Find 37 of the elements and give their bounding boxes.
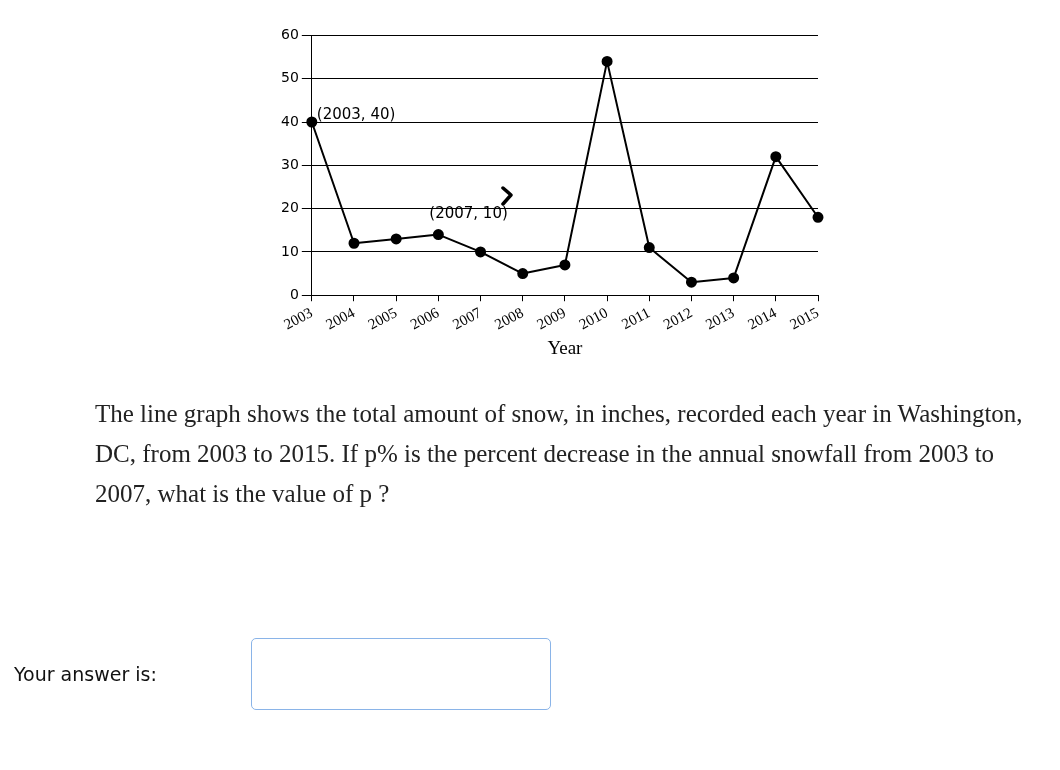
x-tick-label: 2003: [281, 304, 316, 333]
point: [432, 229, 444, 241]
x-tick-label: 2012: [660, 304, 695, 333]
point: [601, 55, 613, 67]
x-tick-label: 2009: [534, 304, 569, 333]
point: [348, 237, 360, 249]
x-tick-label: 2014: [745, 303, 780, 333]
y-tick-label: 60: [280, 26, 299, 43]
x-tick-label: 2010: [576, 304, 611, 333]
x-tick-label: 2005: [365, 304, 400, 333]
point: [390, 233, 402, 245]
point: [559, 259, 571, 271]
point: [685, 276, 697, 288]
y-tick-label: 50: [280, 69, 299, 86]
y-tick-label: 10: [280, 242, 299, 259]
annotation: (2003, 40): [316, 105, 396, 124]
point: [728, 272, 740, 284]
x-tick-label: 2006: [407, 303, 443, 333]
x-axis-title: Year: [547, 336, 584, 358]
x-tick-label: 2008: [491, 304, 526, 333]
y-tick-label: 30: [280, 155, 299, 172]
point: [306, 116, 318, 128]
x-tick-label: 2011: [619, 304, 653, 333]
point: [770, 151, 782, 163]
x-tick-label: 2013: [702, 304, 737, 333]
text: Your answer is:: [14, 663, 157, 685]
point: [475, 246, 487, 258]
point: [812, 211, 824, 223]
text: The line graph shows the total amount of snow, in inches, recorded each year in Washington, DC, from 2003 to 2015. If p% is the percent decrease in the annual snowfall from 2003 to 2007, what is the value of p ?: [95, 399, 1024, 509]
y-tick-label: 40: [280, 112, 299, 129]
y-tick-label: 0: [289, 285, 299, 302]
point: [517, 268, 529, 280]
point: [643, 242, 655, 254]
x-tick-label: 2004: [323, 303, 358, 333]
x-tick-label: 2007: [449, 303, 485, 333]
x-tick-label: 2015: [787, 304, 822, 333]
y-tick-label: 20: [280, 199, 299, 216]
